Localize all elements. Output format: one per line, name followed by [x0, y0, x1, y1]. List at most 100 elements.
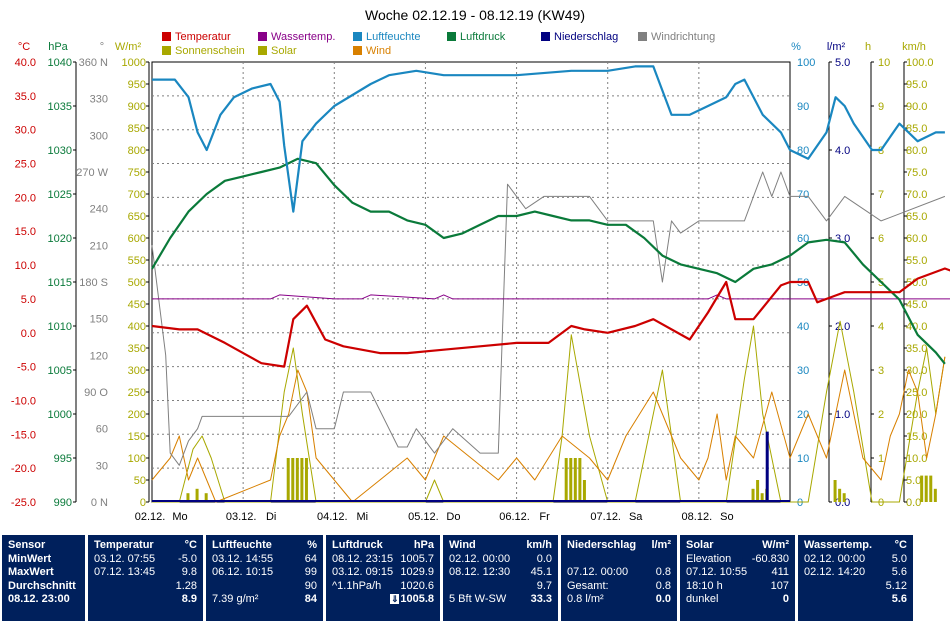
axis-tick-label: 10	[878, 57, 890, 69]
series-sonnenschein-bar	[760, 493, 764, 502]
axis-tick-label: 35.0	[906, 343, 927, 355]
axis-tick-label: 800	[128, 145, 146, 157]
axis-tick-label: 700	[128, 189, 146, 201]
stats-value: 411	[771, 566, 789, 579]
x-day-label: Sa	[629, 511, 643, 523]
axis-tick-label: 5.0	[21, 294, 36, 306]
axis-tick-label: 85.0	[906, 123, 927, 135]
legend-swatch	[162, 32, 171, 41]
axis-tick-label: 100.0	[906, 57, 934, 69]
axis-tick-label: 35.0	[15, 91, 36, 103]
axis-tick-label: 0 N	[91, 497, 108, 509]
legend-swatch	[447, 32, 456, 41]
stats-time: 02.12. 00:00	[449, 552, 511, 565]
series-sonnenschein-bar	[933, 488, 937, 502]
axis-tick-label: 400	[128, 321, 146, 333]
legend-swatch	[162, 46, 171, 55]
stats-value: 0	[782, 593, 789, 606]
stats-value: 0.0	[655, 593, 671, 606]
axis-tick-label: 1025	[48, 189, 72, 201]
axis-tick-label: 500	[128, 277, 146, 289]
axis-tick-label: 650	[128, 211, 146, 223]
axis-tick-label: 20.0	[15, 192, 36, 204]
stats-unit: °C	[184, 539, 197, 551]
stats-value: 1005.7	[400, 552, 434, 565]
stats-value: 1005.8	[400, 593, 434, 606]
legend-swatch	[541, 32, 550, 41]
axis-tick-label: 5.0	[906, 475, 921, 487]
axis-tick-label: 100	[797, 57, 815, 69]
axis-tick-label: 60.0	[906, 233, 927, 245]
stats-panel-wassertemp: Wassertemp. °C 02.12. 00:00 5.0 02.12. 14:…	[798, 535, 913, 621]
axis-tick-label: -20.0	[11, 463, 36, 475]
stats-value: 90	[304, 579, 317, 592]
series-sonnenschein-bar	[833, 480, 837, 502]
stats-title: Wind	[449, 539, 476, 551]
legend-label: Solar	[271, 45, 297, 57]
legend-label: Luftfeuchte	[366, 31, 420, 43]
series-sonnenschein-bar	[573, 458, 577, 502]
series-sonnenschein-bar	[186, 493, 190, 502]
axis-tick-label: 360 N	[79, 57, 108, 69]
stats-time: 08.12. 23:15	[332, 552, 394, 565]
axis-tick-label: 180 S	[79, 277, 108, 289]
legend: Temperatur Wassertemp. Luftfeuchte Luftdruc…	[162, 31, 715, 57]
axis-tick-label: 9	[878, 101, 884, 113]
axis-tick-label: 90	[797, 101, 809, 113]
stats-panel-luftfeuchte: Luftfeuchte% 03.12. 14:55 64 06.12. 10:15…	[206, 535, 323, 621]
x-day-label: Do	[446, 511, 460, 523]
axis-tick-label: 65.0	[906, 211, 927, 223]
axis-tick-label: 300	[90, 130, 108, 142]
stats-panel-luftdruck: Luftdruck hPa 08.12. 23:15 1005.7 03.12. 0…	[326, 535, 440, 621]
stats-time: 03.12. 07:55	[94, 552, 156, 565]
stats-title: Solar	[686, 539, 714, 551]
series-sonnenschein-bar	[286, 458, 290, 502]
axis-tick-label: 1030	[48, 145, 72, 157]
axis-unit: h	[865, 41, 871, 53]
stats-time: 02.12. 14:20	[804, 566, 866, 579]
series-sonnenschein-bar	[756, 480, 760, 502]
series-sonnenschein-bar	[578, 458, 582, 502]
axis-tick-label: -15.0	[11, 429, 36, 441]
axis-tick-label: 5.0	[835, 57, 850, 69]
axis-unit: km/h	[902, 41, 926, 53]
axis-tick-label: 270 W	[76, 167, 108, 179]
series-sonnenschein-bar	[582, 480, 586, 502]
axis-tick-label: 850	[128, 123, 146, 135]
axis-tick-label: 900	[128, 101, 146, 113]
stats-time: Gesamt:	[567, 579, 609, 592]
axis-tick-label: 50	[134, 475, 146, 487]
stats-value: 33.3	[530, 593, 552, 606]
axis-tick-label: 200	[128, 409, 146, 421]
series-sonnenschein-bar	[291, 458, 295, 502]
axis-tick-label: 990	[54, 497, 72, 509]
stats-value: 0.8	[655, 566, 671, 579]
stats-panel-wind: Wind km/h 02.12. 00:00 0.0 08.12. 12:30 45.…	[443, 535, 558, 621]
series-luftfeuchte-line	[152, 65, 945, 213]
stats-label: 08.12. 23:00	[8, 593, 70, 606]
axis-tick-label: 330	[90, 94, 108, 106]
axis-tick-label: 150	[128, 431, 146, 443]
axis-tick-label: 15.0	[15, 226, 36, 238]
stats-time: 07.12. 13:45	[94, 566, 156, 579]
stats-value-wrap: ⇓ 1005.8	[390, 593, 434, 607]
stats-value: 0.0	[536, 552, 552, 565]
series-sonnenschein-bar	[920, 475, 924, 502]
axis-tick-label: 450	[128, 299, 146, 311]
stats-value: 5.12	[885, 579, 907, 592]
stats-time: 03.12. 09:15	[332, 566, 394, 579]
stats-value: 9.7	[536, 579, 552, 592]
axis-tick-label: 350	[128, 343, 146, 355]
axis-tick-label: 45.0	[906, 299, 927, 311]
axis-tick-label: 25.0	[906, 387, 927, 399]
stats-time: 0.8 l/m²	[567, 593, 604, 606]
series-wind-line	[151, 356, 946, 503]
legend-label: Temperatur	[175, 31, 231, 43]
stats-value: 8.9	[181, 593, 197, 606]
stats-time: 03.12. 14:55	[212, 552, 274, 565]
stats-title: Wassertemp.	[804, 539, 873, 551]
axis-tick-label: 60	[96, 424, 108, 436]
x-axis-labels: 02.12. Mo 03.12. Di 04.12. Mi 05.12. Do 06.12. Fr…	[135, 511, 734, 523]
x-date-label: 05.12.	[408, 511, 439, 523]
axis-tick-label: 70	[797, 189, 809, 201]
